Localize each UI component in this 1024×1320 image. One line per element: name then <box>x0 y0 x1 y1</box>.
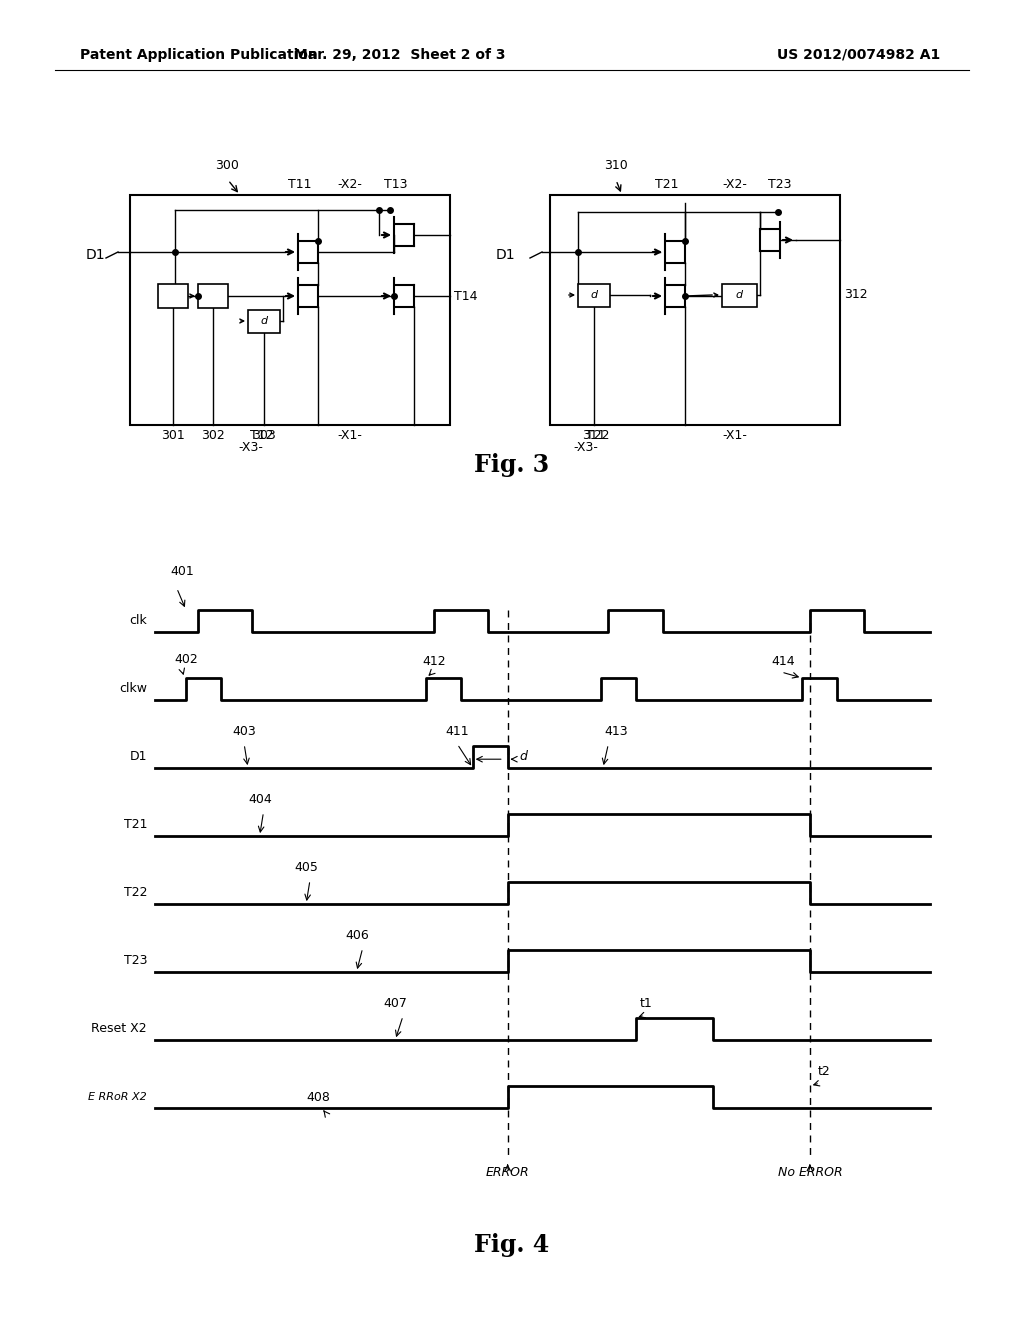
Text: t1: t1 <box>639 997 652 1010</box>
Bar <box>578 284 610 308</box>
Text: T14: T14 <box>454 289 477 302</box>
Text: -X3-: -X3- <box>238 441 263 454</box>
Text: -X3-: -X3- <box>573 441 598 454</box>
Text: 413: 413 <box>604 725 628 738</box>
Bar <box>550 195 840 425</box>
Text: Fig. 3: Fig. 3 <box>474 453 550 477</box>
Text: D1: D1 <box>129 751 147 763</box>
Text: T23: T23 <box>124 954 147 968</box>
Text: 300: 300 <box>215 158 239 172</box>
Bar <box>130 195 450 425</box>
Text: clkw: clkw <box>119 682 147 696</box>
Text: d: d <box>735 290 742 300</box>
Text: ERROR: ERROR <box>485 1166 529 1179</box>
Text: T12: T12 <box>250 429 273 442</box>
Text: 408: 408 <box>306 1092 330 1104</box>
Text: Mar. 29, 2012  Sheet 2 of 3: Mar. 29, 2012 Sheet 2 of 3 <box>294 48 506 62</box>
Text: Reset X2: Reset X2 <box>91 1023 147 1035</box>
Text: 303: 303 <box>252 429 275 442</box>
Text: T23: T23 <box>768 178 792 191</box>
Text: E RRoR X2: E RRoR X2 <box>88 1092 147 1102</box>
Text: t2: t2 <box>817 1065 830 1078</box>
Text: 311: 311 <box>583 429 606 442</box>
Text: 310: 310 <box>604 158 628 172</box>
Text: T22: T22 <box>124 887 147 899</box>
Text: 404: 404 <box>248 793 271 807</box>
Text: 414: 414 <box>771 655 795 668</box>
Text: 406: 406 <box>345 929 369 942</box>
Text: T22: T22 <box>586 429 609 442</box>
Text: d: d <box>519 751 527 763</box>
Text: 402: 402 <box>174 653 198 667</box>
Text: T21: T21 <box>655 178 679 191</box>
Text: T21: T21 <box>124 818 147 832</box>
Text: 407: 407 <box>384 997 408 1010</box>
Bar <box>198 284 228 308</box>
Text: clk: clk <box>129 615 147 627</box>
Text: -X1-: -X1- <box>723 429 748 442</box>
Text: US 2012/0074982 A1: US 2012/0074982 A1 <box>777 48 940 62</box>
Text: d: d <box>260 315 267 326</box>
Text: T11: T11 <box>288 178 311 191</box>
Text: -X2-: -X2- <box>338 178 362 191</box>
Text: d: d <box>591 290 598 300</box>
Text: -X1-: -X1- <box>338 429 362 442</box>
Text: D1: D1 <box>496 248 515 261</box>
Text: -X2-: -X2- <box>723 178 748 191</box>
Text: No ERROR: No ERROR <box>777 1166 842 1179</box>
Bar <box>158 284 188 308</box>
Text: 312: 312 <box>844 289 867 301</box>
Text: 412: 412 <box>422 655 446 668</box>
Bar <box>248 310 280 333</box>
Text: D1: D1 <box>85 248 105 261</box>
Text: 405: 405 <box>295 861 318 874</box>
Text: T13: T13 <box>384 178 408 191</box>
Text: 411: 411 <box>445 725 469 738</box>
Text: 301: 301 <box>161 429 185 442</box>
Text: 401: 401 <box>171 565 195 578</box>
Text: 403: 403 <box>232 725 256 738</box>
Text: Patent Application Publication: Patent Application Publication <box>80 48 317 62</box>
Text: 302: 302 <box>201 429 225 442</box>
Bar <box>722 284 757 308</box>
Text: Fig. 4: Fig. 4 <box>474 1233 550 1257</box>
